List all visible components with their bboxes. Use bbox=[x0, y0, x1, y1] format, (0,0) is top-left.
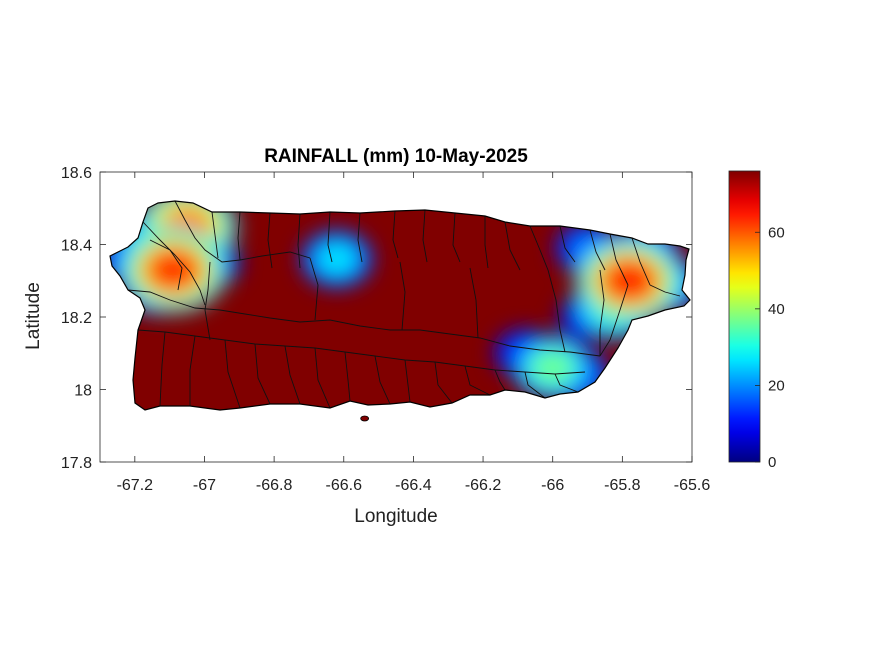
municipality-boundary bbox=[599, 269, 605, 356]
rainfall-hotspot bbox=[602, 259, 657, 303]
municipality-boundary bbox=[589, 229, 606, 271]
y-tick-label: 17.8 bbox=[61, 455, 92, 472]
y-tick-label: 18 bbox=[74, 383, 92, 400]
municipality-boundary bbox=[452, 212, 461, 263]
municipality-boundary bbox=[484, 216, 489, 269]
municipality-boundary bbox=[284, 345, 301, 405]
colorbar: 0 20 40 60 bbox=[728, 170, 785, 471]
municipality-boundaries bbox=[127, 200, 681, 422]
municipality-boundary bbox=[559, 225, 576, 263]
x-tick-label: -65.8 bbox=[604, 477, 641, 494]
rainfall-hotspot bbox=[318, 244, 356, 274]
x-tick-label: -66.4 bbox=[395, 477, 432, 494]
y-tick-label: 18.2 bbox=[61, 310, 92, 327]
islet bbox=[360, 415, 370, 422]
municipality-boundary bbox=[314, 347, 331, 409]
municipality-boundary bbox=[309, 257, 319, 321]
y-axis: 17.8 18 18.2 18.4 18.6 bbox=[61, 165, 692, 472]
municipality-boundary bbox=[422, 209, 428, 263]
municipality-boundary bbox=[392, 210, 399, 259]
x-tick-label: -66.6 bbox=[326, 477, 363, 494]
colorbar-gradient bbox=[728, 170, 761, 463]
municipality-boundary bbox=[327, 211, 333, 263]
municipality-boundary bbox=[254, 343, 271, 405]
municipality-boundary bbox=[127, 289, 601, 357]
municipality-boundary bbox=[224, 339, 241, 409]
municipality-boundary bbox=[174, 200, 311, 263]
municipality-boundary bbox=[404, 359, 411, 403]
y-axis-label: Latitude bbox=[23, 282, 44, 350]
municipality-boundary bbox=[524, 371, 546, 399]
municipality-boundary bbox=[554, 373, 579, 393]
municipality-boundary bbox=[547, 269, 566, 353]
municipality-boundary bbox=[149, 239, 183, 291]
island-outline bbox=[109, 200, 691, 411]
municipality-boundary bbox=[237, 211, 241, 261]
municipality-boundary bbox=[344, 351, 351, 402]
municipality-boundary bbox=[204, 261, 211, 341]
municipality-boundary bbox=[464, 365, 491, 396]
municipality-boundary bbox=[434, 361, 453, 404]
x-tick-label: -67.2 bbox=[117, 477, 154, 494]
municipality-boundary bbox=[504, 221, 521, 271]
rainfall-field bbox=[110, 201, 690, 410]
municipality-boundary bbox=[357, 212, 363, 263]
x-tick-label: -66.8 bbox=[256, 477, 293, 494]
colorbar-tick-label: 20 bbox=[768, 377, 785, 394]
municipality-boundary bbox=[374, 355, 391, 405]
municipality-boundary bbox=[631, 237, 651, 286]
municipality-boundary bbox=[189, 335, 196, 406]
municipality-boundary bbox=[529, 225, 549, 271]
municipality-boundary bbox=[267, 212, 273, 269]
rainfall-hotspot bbox=[146, 248, 200, 292]
x-tick-label: -65.6 bbox=[674, 477, 711, 494]
x-tick-label: -67 bbox=[193, 477, 216, 494]
municipality-boundary bbox=[399, 261, 406, 331]
municipality-boundary bbox=[469, 267, 479, 339]
chart-title: RAINFALL (mm) 10-May-2025 bbox=[264, 146, 528, 167]
municipality-boundary bbox=[599, 284, 629, 357]
colorbar-tick-label: 60 bbox=[768, 224, 785, 241]
y-tick-label: 18.4 bbox=[61, 238, 92, 255]
municipality-boundary bbox=[609, 233, 629, 286]
municipality-boundary bbox=[159, 331, 166, 407]
colorbar-tick-label: 0 bbox=[768, 454, 776, 471]
y-tick-label: 18.6 bbox=[61, 165, 92, 182]
municipality-boundary bbox=[297, 213, 301, 269]
municipality-boundary bbox=[494, 369, 506, 391]
colorbar-tick-label: 40 bbox=[768, 301, 785, 318]
plot-area: -67.2 -67 -66.8 -66.6 -66.4 -66.2 -66 -65.8 -65.… bbox=[61, 165, 710, 494]
municipality-boundary bbox=[142, 221, 206, 306]
municipality-boundary bbox=[211, 211, 219, 259]
x-tick-label: -66 bbox=[541, 477, 564, 494]
rainfall-hotspot bbox=[532, 351, 574, 385]
x-axis: -67.2 -67 -66.8 -66.6 -66.4 -66.2 -66 -65.8 -65.… bbox=[117, 172, 711, 494]
x-axis-label: Longitude bbox=[354, 506, 437, 527]
x-tick-label: -66.2 bbox=[465, 477, 502, 494]
municipality-boundary bbox=[649, 284, 681, 297]
